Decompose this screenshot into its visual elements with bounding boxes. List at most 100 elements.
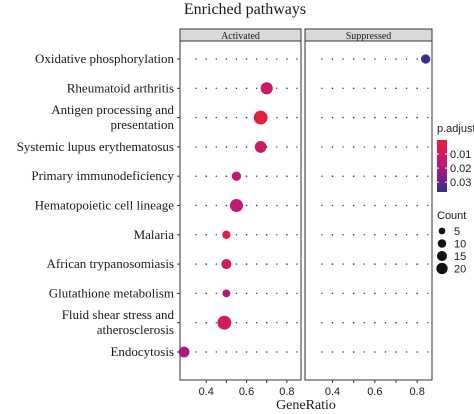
grid-dot	[374, 204, 376, 207]
grid-dot	[286, 116, 288, 119]
grid-dot	[427, 175, 429, 177]
grid-dot	[235, 263, 238, 265]
grid-dot	[342, 322, 344, 324]
y-tick-label: African trypanosomiasis	[47, 256, 174, 271]
y-tick-label-line: atherosclerosis	[97, 322, 174, 337]
grid-dot	[331, 146, 334, 148]
grid-dot	[331, 58, 334, 60]
y-tick-label: Oxidative phosphorylation	[35, 51, 175, 66]
grid-dot	[395, 234, 397, 236]
grid-dot	[374, 116, 376, 119]
grid-dot	[245, 321, 248, 324]
grid-dot	[405, 351, 408, 353]
grid-dot	[352, 175, 355, 177]
grid-dot	[235, 87, 238, 90]
grid-dot	[395, 87, 397, 90]
grid-dot	[215, 263, 217, 265]
grid-dot	[296, 234, 298, 236]
y-tick-label: Glutathione metabolism	[49, 285, 174, 300]
grid-dot	[245, 175, 248, 177]
grid-dot	[255, 87, 258, 90]
grid-dot	[363, 263, 365, 265]
grid-dot	[363, 234, 365, 236]
color-bar-label: 0.01	[450, 149, 471, 161]
data-point	[420, 54, 431, 64]
grid-dot	[384, 58, 387, 60]
size-legend-label: 20	[454, 264, 466, 276]
grid-dot	[374, 146, 376, 148]
grid-dot	[195, 87, 197, 90]
grid-dot	[352, 292, 355, 295]
grid-dot	[416, 58, 418, 60]
grid-dot	[342, 116, 344, 119]
y-tick-label: Fluid shear stress and atherosclerosis	[62, 307, 175, 337]
grid-dot	[255, 204, 258, 207]
grid-dot	[245, 292, 248, 295]
grid-dot	[286, 146, 288, 148]
grid-dot	[265, 234, 268, 236]
grid-dot	[205, 263, 208, 265]
grid-dot	[205, 175, 208, 177]
facet-label: Suppressed	[346, 31, 392, 42]
y-tick-label-line: Glutathione metabolism	[49, 285, 174, 300]
grid-dot	[195, 58, 197, 60]
grid-dot	[416, 87, 418, 90]
x-tick-label: 0.4	[325, 386, 340, 398]
grid-dot	[405, 116, 408, 119]
grid-dot	[384, 175, 387, 177]
grid-dot	[205, 116, 208, 119]
grid-dot	[215, 292, 217, 295]
grid-dot	[245, 351, 248, 353]
grid-dot	[276, 175, 278, 177]
x-tick-label: 0.6	[367, 386, 382, 398]
grid-dot	[296, 146, 298, 148]
grid-dot	[427, 204, 429, 207]
grid-dot	[215, 175, 217, 177]
y-tick-label-line: Malaria	[134, 227, 175, 242]
grid-dot	[427, 351, 429, 353]
grid-dot	[276, 263, 278, 265]
size-legend-title: Count	[437, 210, 466, 222]
grid-dot	[395, 292, 397, 295]
grid-dot	[225, 116, 228, 119]
grid-dot	[245, 204, 248, 207]
grid-dot	[265, 58, 268, 60]
grid-dot	[276, 58, 278, 60]
grid-dot	[205, 321, 208, 324]
facet-panel	[304, 40, 433, 381]
grid-dot	[384, 234, 387, 236]
grid-dot	[235, 234, 238, 236]
grid-dot	[265, 351, 268, 353]
grid-dot	[384, 116, 387, 119]
grid-dot	[296, 322, 298, 324]
y-tick-label-line: Primary immunodeficiency	[31, 168, 174, 183]
grid-dot	[265, 321, 268, 324]
data-point	[178, 346, 190, 358]
size-legend-dot	[436, 250, 448, 262]
grid-dot	[276, 204, 278, 207]
grid-dot	[215, 204, 217, 207]
grid-dot	[427, 263, 429, 265]
grid-dot	[342, 234, 344, 236]
grid-dot	[205, 351, 208, 353]
grid-dot	[205, 87, 208, 90]
grid-dot	[286, 58, 288, 60]
grid-dot	[265, 175, 268, 177]
data-point	[222, 289, 231, 298]
size-legend-dot	[437, 239, 447, 248]
grid-dot	[416, 351, 418, 353]
facet-label: Activated	[221, 31, 260, 42]
x-tick-label: 0.4	[199, 386, 214, 398]
grid-dot	[374, 175, 376, 177]
grid-dot	[195, 204, 197, 207]
facet-panels: Activated 0.4 0.6 0.8 Suppressed 0.4 0.6 0.8	[178, 28, 433, 398]
grid-dot	[416, 116, 418, 119]
grid-dot	[245, 146, 248, 148]
grid-dot	[235, 58, 238, 60]
grid-dot	[215, 58, 217, 60]
grid-dot	[255, 263, 258, 265]
grid-dot	[352, 204, 355, 207]
grid-dot	[352, 263, 355, 265]
grid-dot	[395, 204, 397, 207]
